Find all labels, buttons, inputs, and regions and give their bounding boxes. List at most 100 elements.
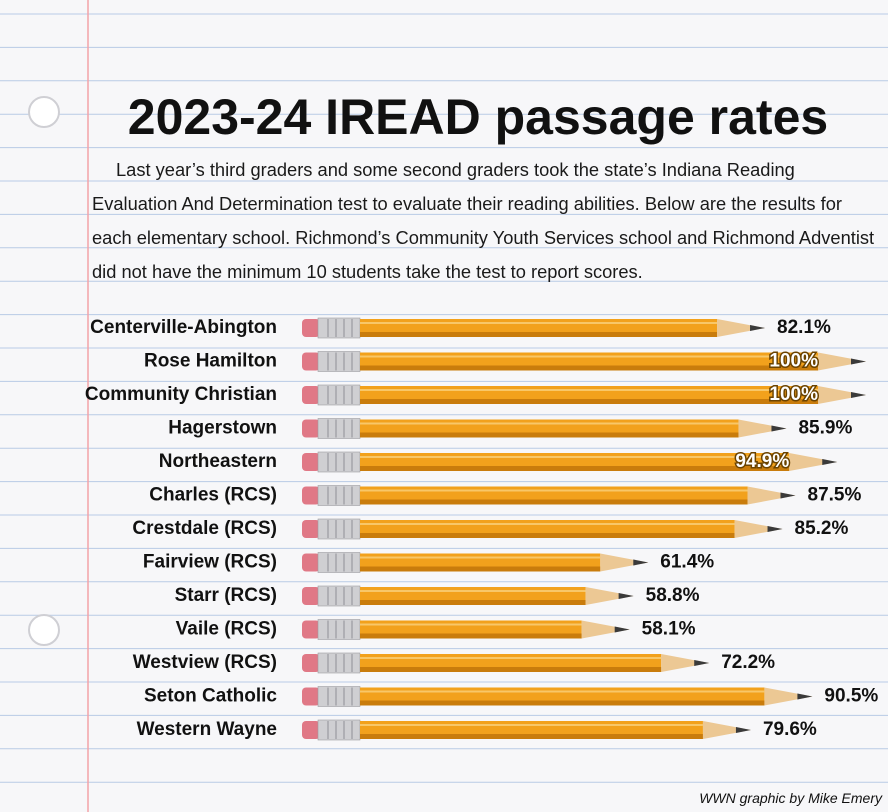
pencil-shade: [360, 332, 718, 337]
pencil-eraser: [302, 486, 320, 505]
pencil-highlight: [360, 355, 818, 358]
pencil-eraser: [302, 620, 320, 639]
pencil-wood: [600, 553, 649, 572]
category-label: Westview (RCS): [133, 652, 277, 673]
punch-hole: [28, 96, 60, 128]
pencil-wood: [702, 721, 751, 739]
pencil-highlight: [360, 389, 818, 391]
chart-subtitle: Last year’s third graders and some secon…: [92, 159, 875, 282]
pencil-lead: [694, 660, 710, 666]
pencil-lead: [851, 392, 866, 398]
pencil-shade: [360, 499, 748, 505]
pencil-ferrule: [317, 351, 361, 372]
pencil-shade: [360, 399, 818, 404]
pencil-bar: [302, 351, 866, 372]
value-label: 72.2%: [721, 652, 775, 673]
value-label: 100%: [769, 351, 818, 372]
category-label: Community Christian: [85, 384, 277, 405]
category-label: Hagerstown: [168, 418, 277, 439]
pencil-shade: [360, 600, 586, 605]
pencil-wood: [734, 520, 783, 538]
value-label: 100%: [769, 384, 818, 405]
pencil-shade: [360, 365, 818, 371]
pencil-wood: [585, 587, 634, 605]
category-label: Starr (RCS): [175, 585, 277, 606]
pencil-bar: [302, 585, 634, 607]
pencil-eraser: [302, 553, 320, 572]
value-label: 58.8%: [646, 585, 700, 606]
pencil-lead: [750, 325, 766, 331]
pencil-eraser: [302, 687, 320, 706]
pencil-eraser: [302, 352, 320, 371]
pencil-lead: [767, 526, 783, 532]
pencil-ferrule: [317, 451, 361, 473]
category-label: Crestdale (RCS): [132, 518, 277, 539]
pencil-eraser: [302, 587, 320, 605]
pencil-shade: [360, 566, 601, 572]
value-label: 79.6%: [763, 719, 817, 740]
pencil-highlight: [360, 456, 790, 458]
category-label: Rose Hamilton: [144, 351, 277, 372]
category-label: Fairview (RCS): [143, 552, 277, 573]
pencil-eraser: [302, 654, 320, 672]
pencil-lead: [797, 693, 813, 700]
pencil-wood: [818, 352, 866, 371]
pencil-bar: [302, 384, 866, 406]
pencil-bar: [302, 518, 783, 540]
pencil-highlight: [360, 690, 765, 693]
value-label: 82.1%: [777, 317, 831, 338]
pencil-eraser: [302, 453, 320, 471]
pencil-lead: [822, 459, 838, 465]
pencil-lead: [771, 425, 787, 432]
pencil-lead: [618, 593, 634, 599]
pencil-ferrule: [317, 317, 361, 339]
pencil-ferrule: [317, 619, 361, 640]
pencil-bar: [302, 485, 796, 506]
pencil-ferrule: [317, 585, 361, 607]
pencil-eraser: [302, 520, 320, 538]
pencil-shade: [360, 633, 582, 639]
pencil-bar: [302, 317, 766, 339]
category-label: Vaile (RCS): [176, 619, 277, 640]
value-label: 85.9%: [798, 418, 852, 439]
value-label: 61.4%: [660, 552, 714, 573]
pencil-highlight: [360, 590, 586, 592]
pencil-lead: [780, 492, 796, 499]
pencil-eraser: [302, 419, 320, 438]
pencil-wood: [789, 453, 838, 471]
category-label: Charles (RCS): [149, 485, 277, 506]
value-label: 94.9%: [735, 451, 789, 472]
pencil-ferrule: [317, 719, 361, 741]
pencil-lead: [614, 626, 630, 633]
credit: WWN graphic by Mike Emery: [699, 790, 882, 806]
value-label: 90.5%: [824, 686, 878, 707]
pencil-ferrule: [317, 552, 361, 573]
pencil-wood: [661, 654, 710, 672]
pencil-eraser: [302, 721, 320, 739]
category-label: Western Wayne: [137, 719, 277, 740]
notebook-paper: [0, 13, 888, 783]
pencil-ferrule: [317, 518, 361, 540]
pencil-ferrule: [317, 652, 361, 674]
pencil-bar: [302, 652, 710, 674]
category-label: Centerville-Abington: [90, 317, 277, 338]
chart-title: 2023-24 IREAD passage rates: [128, 89, 828, 145]
pencil-bar: [302, 619, 630, 640]
pencil-wood: [581, 620, 630, 639]
pencil-bar: [302, 451, 838, 473]
pencil-bar: [302, 552, 649, 573]
pencil-shade: [360, 466, 790, 471]
category-label: Seton Catholic: [144, 686, 277, 707]
pencil-wood: [818, 386, 866, 404]
value-label: 87.5%: [808, 485, 862, 506]
pencil-wood: [747, 486, 796, 505]
pencil-ferrule: [317, 485, 361, 506]
pencil-shade: [360, 700, 765, 706]
value-label: 58.1%: [642, 619, 696, 640]
pencil-bar: [302, 686, 813, 707]
pencil-highlight: [360, 724, 703, 726]
pencil-highlight: [360, 556, 601, 559]
pencil-shade: [360, 667, 662, 672]
